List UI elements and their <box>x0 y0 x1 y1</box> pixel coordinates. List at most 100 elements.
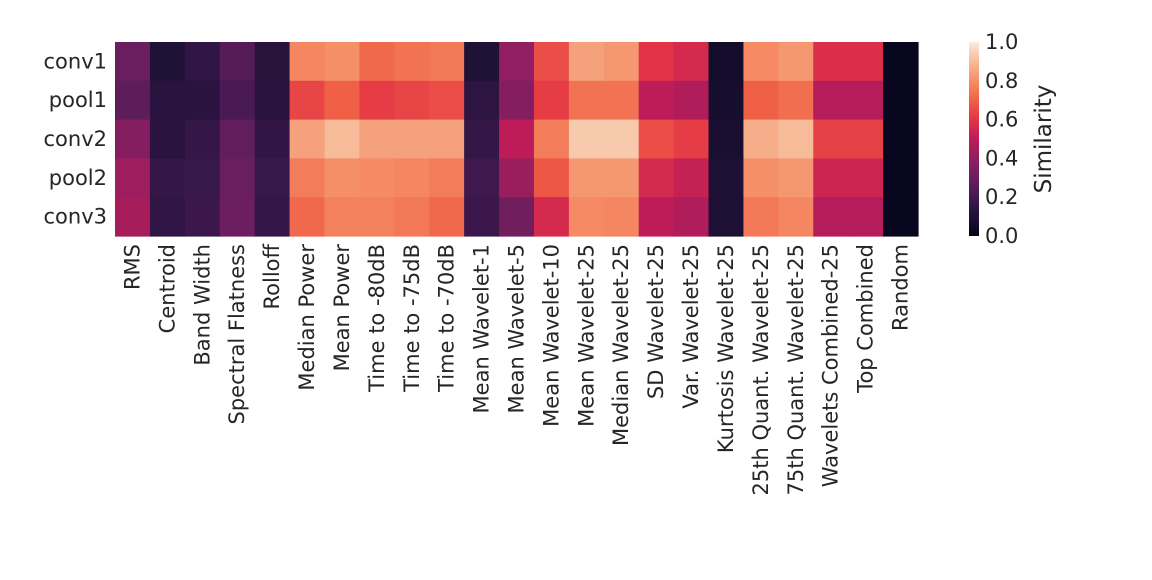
heatmap-cell <box>778 42 814 82</box>
heatmap-cell <box>324 42 360 82</box>
heatmap-cell <box>115 80 151 121</box>
heatmap-cell <box>638 158 675 198</box>
heatmap-cell <box>464 80 500 121</box>
column-label: Mean Wavelet-25 <box>574 244 598 427</box>
heatmap-cell <box>499 42 535 82</box>
heatmap-cell <box>464 197 500 237</box>
heatmap-cell <box>149 80 186 121</box>
column-label: SD Wavelet-25 <box>644 244 668 399</box>
heatmap-cell <box>673 42 710 82</box>
heatmap-cell <box>429 80 465 121</box>
heatmap-cell <box>499 80 535 121</box>
heatmap-cell <box>533 158 570 198</box>
heatmap-cell <box>603 42 640 82</box>
heatmap-cell <box>394 42 430 82</box>
heatmap-cell <box>394 119 430 159</box>
column-label: 75th Quant. Wavelet-25 <box>784 244 808 495</box>
heatmap-cell <box>708 80 745 121</box>
heatmap-cell <box>743 158 779 198</box>
heatmap-cell <box>289 197 326 237</box>
heatmap-cell <box>568 119 605 159</box>
heatmap-cell <box>848 158 884 198</box>
heatmap-cell <box>149 42 186 82</box>
heatmap-cell <box>184 119 221 159</box>
colorbar-tick-label: 0.4 <box>985 146 1018 170</box>
colorbar: 0.0 0.2 0.4 0.6 0.8 1.0 Similarity <box>969 30 1057 248</box>
heatmap-cell <box>603 119 640 159</box>
column-label: Median Wavelet-25 <box>609 244 633 446</box>
heatmap-cell <box>743 80 779 121</box>
column-label: Centroid <box>155 244 179 333</box>
column-label: Mean Power <box>330 244 354 372</box>
heatmap-cell <box>813 197 849 237</box>
colorbar-label: Similarity <box>1031 85 1057 194</box>
heatmap-cell <box>359 197 395 237</box>
heatmap-cell <box>219 119 256 159</box>
column-label: Spectral Flatness <box>225 244 249 425</box>
heatmap-cell <box>778 80 814 121</box>
heatmap-cell <box>219 158 256 198</box>
heatmap-cell <box>464 158 500 198</box>
heatmap-cell <box>115 197 151 237</box>
heatmap-cell <box>149 158 186 198</box>
heatmap-cell <box>708 158 745 198</box>
column-label: Time to -80dB <box>365 244 389 393</box>
heatmap-cell <box>219 80 256 121</box>
heatmap-cell <box>673 119 710 159</box>
heatmap-cell <box>254 42 291 82</box>
heatmap-cell <box>568 42 605 82</box>
heatmap-cell <box>499 119 535 159</box>
heatmap-cell <box>324 119 360 159</box>
heatmap-cell <box>429 197 465 237</box>
heatmap-cell <box>673 197 710 237</box>
heatmap-cell <box>673 158 710 198</box>
heatmap-cell <box>324 197 360 237</box>
heatmap-cell <box>883 80 919 121</box>
column-label: Mean Wavelet-10 <box>539 244 563 427</box>
heatmap-cell <box>499 158 535 198</box>
heatmap-cell <box>848 80 884 121</box>
column-label: Wavelets Combined-25 <box>819 244 843 487</box>
heatmap-cell <box>429 158 465 198</box>
heatmap-cell <box>394 80 430 121</box>
heatmap-cell <box>115 158 151 198</box>
heatmap-cell <box>638 119 675 159</box>
heatmap-cell <box>533 197 570 237</box>
heatmap-cell <box>708 42 745 82</box>
heatmap-cell <box>743 42 779 82</box>
colorbar-ticks: 0.0 0.2 0.4 0.6 0.8 1.0 <box>985 30 1018 248</box>
heatmap-cell <box>219 197 256 237</box>
column-label: Mean Wavelet-5 <box>505 244 529 413</box>
heatmap-cell <box>673 80 710 121</box>
colorbar-tick-label: 0.0 <box>985 224 1018 248</box>
heatmap-cell <box>184 197 221 237</box>
heatmap-cell <box>289 80 326 121</box>
heatmap-cell <box>464 119 500 159</box>
heatmap-cell <box>813 80 849 121</box>
heatmap-cell <box>883 42 919 82</box>
heatmap-cell <box>743 119 779 159</box>
heatmap-cell <box>464 42 500 82</box>
heatmap-cell <box>883 119 919 159</box>
heatmap-cell <box>708 197 745 237</box>
row-label: conv1 <box>44 49 108 73</box>
column-label: Band Width <box>190 244 214 366</box>
row-label: pool1 <box>49 88 107 112</box>
heatmap-cell <box>848 197 884 237</box>
heatmap-cell <box>184 80 221 121</box>
heatmap-cell <box>603 197 640 237</box>
column-label: Mean Wavelet-1 <box>470 244 494 413</box>
heatmap-cell <box>533 119 570 159</box>
heatmap-cell <box>149 119 186 159</box>
heatmap-cell <box>429 42 465 82</box>
column-label: Random <box>889 244 913 331</box>
colorbar-tick-label: 0.8 <box>985 69 1018 93</box>
heatmap-cell <box>568 80 605 121</box>
heatmap-cell <box>254 80 291 121</box>
heatmap-cells <box>115 42 919 237</box>
heatmap-cell <box>499 197 535 237</box>
row-label: pool2 <box>49 166 107 190</box>
column-label: Rolloff <box>260 243 284 309</box>
colorbar-tick-label: 0.6 <box>985 108 1018 132</box>
